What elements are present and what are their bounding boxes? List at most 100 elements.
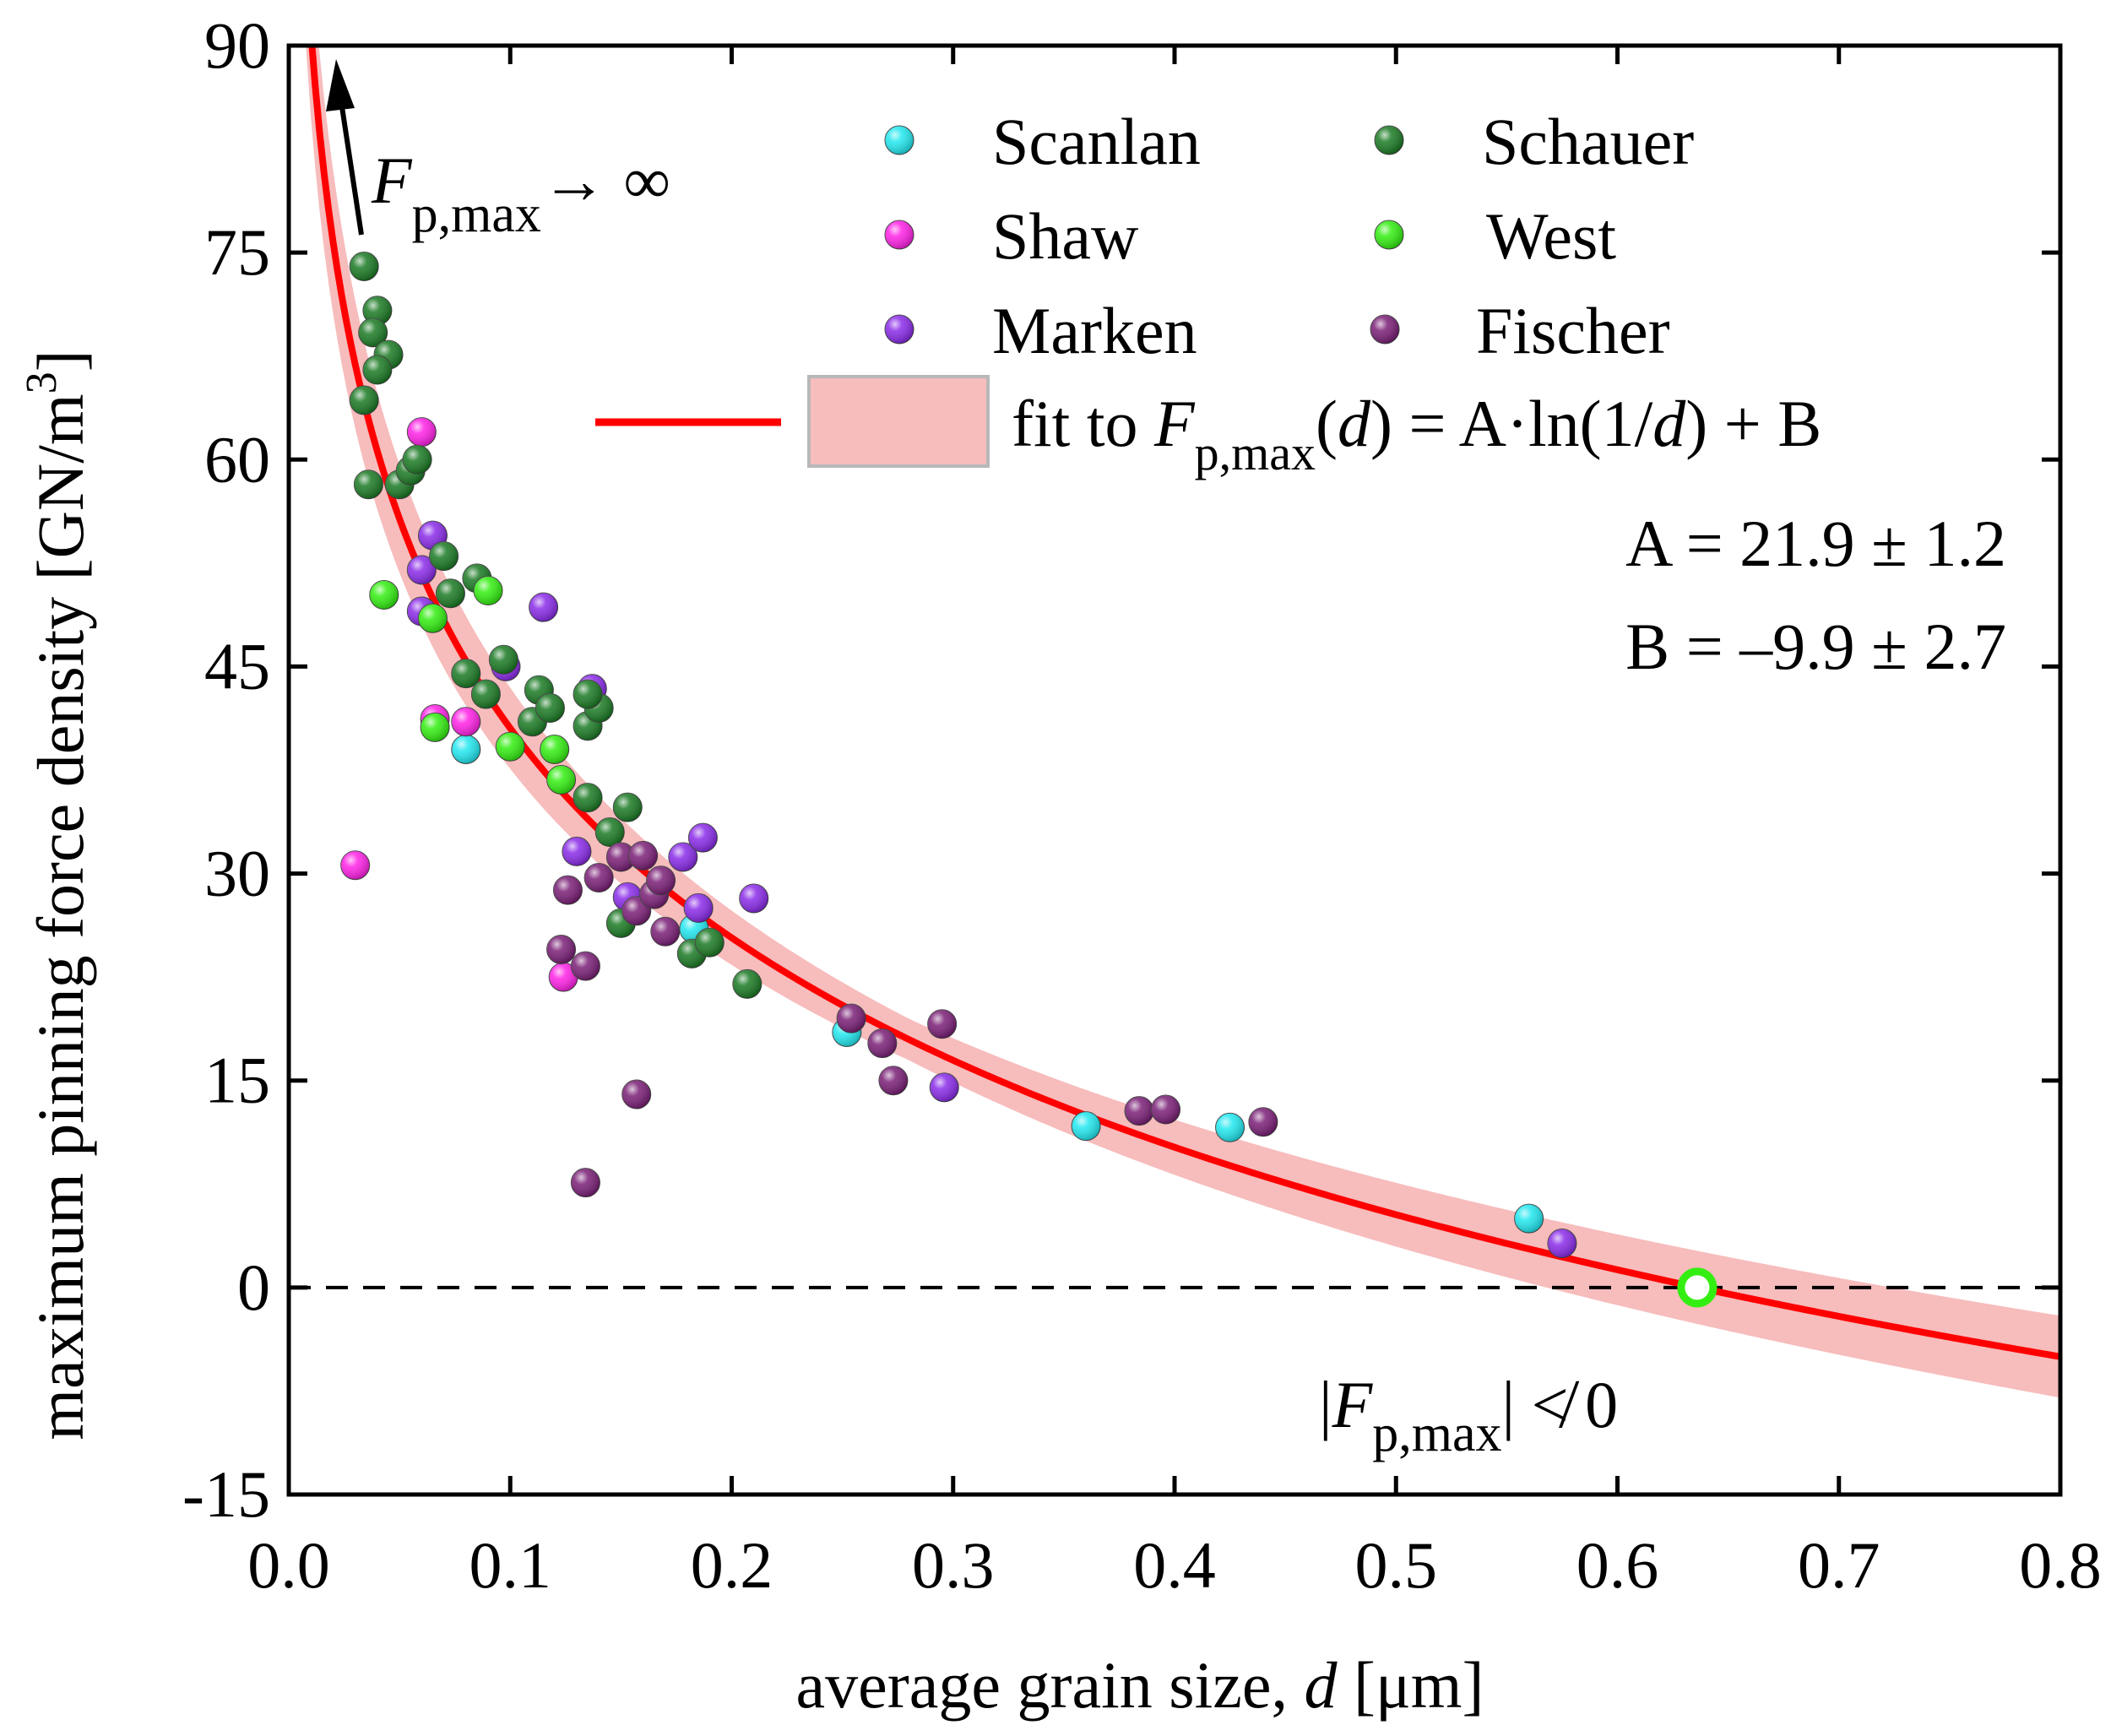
x-tick-label-0-7: 0.7 <box>1798 1528 1880 1602</box>
legend-fit-var: d <box>1338 387 1371 460</box>
data-point-fischer <box>546 934 577 964</box>
negativity-annotation: |Fp,max| ≮ 0 <box>1319 1368 1618 1462</box>
fit-param-a: A = 21.9 ± 1.2 <box>1625 507 2006 580</box>
y-tick-label-45: 45 <box>204 629 270 703</box>
data-point-schauer <box>435 578 465 609</box>
data-point-shaw <box>340 850 371 881</box>
negativity-annotation-sub: p,max <box>1372 1405 1501 1462</box>
arrow-shaft <box>339 100 364 236</box>
arrow-annotation: Fp,max→ ∞ <box>371 144 670 243</box>
data-point-scanlan <box>1071 1111 1101 1142</box>
data-point-marken <box>929 1072 959 1103</box>
legend-fit-prefix: fit to <box>1012 387 1154 460</box>
data-point-fischer <box>1151 1094 1181 1125</box>
x-tick-label-0-0: 0.0 <box>247 1528 330 1602</box>
x-axis-title-var: d <box>1305 1648 1338 1722</box>
negativity-annotation-pre: | <box>1319 1368 1332 1441</box>
axis-ticks: 0.0 0.1 0.2 0.3 0.4 0.5 0.6 0.7 0.8 -15 0 15 30 45 60 7… <box>182 8 2102 1602</box>
data-point-west <box>546 764 577 795</box>
y-tick-label-90: 90 <box>204 8 270 82</box>
data-point-schauer <box>535 692 565 723</box>
data-point-schauer <box>470 679 501 709</box>
legend-label-fischer: Fischer <box>1476 294 1670 367</box>
y-axis-title-close: ] <box>24 350 97 372</box>
x-tick-label-0-1: 0.1 <box>469 1528 552 1602</box>
fit-band-area <box>306 46 2060 1398</box>
data-point-fischer <box>650 916 681 947</box>
data-point-schauer <box>353 469 383 500</box>
data-point-west <box>417 603 448 633</box>
y-tick-label-15: 15 <box>204 1044 270 1117</box>
data-point-fischer <box>570 1168 600 1198</box>
data-point-fischer <box>1248 1107 1278 1137</box>
data-point-fischer <box>867 1028 898 1059</box>
data-point-shaw <box>451 707 481 737</box>
data-point-schauer <box>358 317 388 348</box>
data-point-fischer <box>628 840 659 871</box>
data-point-fischer <box>552 875 583 905</box>
data-point-schauer <box>402 444 432 475</box>
y-tick-label-0: 0 <box>237 1250 270 1324</box>
data-point-marken <box>668 842 698 872</box>
data-point-west <box>369 579 399 610</box>
legend-label-scanlan: Scanlan <box>992 105 1201 178</box>
y-tick-label-75: 75 <box>204 215 270 289</box>
x-tick-label-0-4: 0.4 <box>1133 1528 1216 1602</box>
data-point-fischer <box>927 1009 958 1039</box>
data-point-schauer <box>362 296 393 326</box>
legend-label-schauer: Schauer <box>1482 105 1694 178</box>
legend-marker-scanlan <box>884 125 914 155</box>
data-point-marken <box>406 555 437 585</box>
negativity-annotation-post: | ≮ 0 <box>1502 1368 1619 1441</box>
x-tick-label-0-8: 0.8 <box>2019 1528 2102 1602</box>
x-axis-title-unit: [μm] <box>1338 1648 1484 1722</box>
data-point-fischer <box>836 1003 866 1033</box>
data-point-west <box>495 731 525 762</box>
y-tick-label--15: -15 <box>182 1457 270 1531</box>
legend-marker-west <box>1374 220 1404 250</box>
arrow-annotation-sub: p,max <box>412 186 541 243</box>
legend-fit-mid: ) = A·ln(1/ <box>1370 387 1653 460</box>
x-tick-label-0-6: 0.6 <box>1576 1528 1659 1602</box>
legend-label-marken: Marken <box>992 294 1197 367</box>
data-point-schauer <box>429 541 459 572</box>
arrow-annotation-tail: → ∞ <box>541 144 670 217</box>
x-tick-label-0-3: 0.3 <box>912 1528 995 1602</box>
legend-label-shaw: Shaw <box>992 199 1138 273</box>
data-point-fischer <box>621 1079 652 1109</box>
data-point-schauer <box>573 679 603 709</box>
data-point-schauer <box>349 385 379 415</box>
legend-marker-fischer <box>1370 314 1400 344</box>
legend-fit-F: F <box>1153 387 1196 460</box>
data-point-schauer <box>362 355 393 385</box>
data-point-schauer <box>451 659 481 689</box>
data-point-schauer <box>612 792 643 822</box>
arrow-annotation-F: F <box>371 144 413 217</box>
data-point-marken <box>529 592 559 622</box>
fit-param-b: B = –9.9 ± 2.7 <box>1625 610 2006 683</box>
arrow-head-icon <box>326 59 355 111</box>
data-points <box>340 251 1718 1308</box>
data-point-west <box>473 576 503 606</box>
x-tick-label-0-5: 0.5 <box>1355 1528 1438 1602</box>
legend-fit-var2: d <box>1652 387 1686 460</box>
negativity-annotation-F: F <box>1332 1368 1374 1441</box>
legend-fit-band-swatch <box>807 375 990 468</box>
y-tick-label-30: 30 <box>204 837 270 910</box>
data-point-schauer <box>732 968 762 999</box>
data-point-schauer <box>573 783 603 813</box>
legend-label-west: West <box>1486 199 1616 273</box>
legend-fit-sub: p,max <box>1195 426 1316 480</box>
legend-marker-schauer <box>1374 125 1404 155</box>
data-point-scanlan <box>1215 1112 1245 1142</box>
data-point-fischer <box>605 842 636 872</box>
y-tick-label-60: 60 <box>204 422 270 496</box>
y-axis-title-main: maximum pinning force density [GN/m <box>24 393 97 1440</box>
fit-confidence-band <box>306 46 2060 1398</box>
data-point-shaw <box>548 962 578 992</box>
legend-marker-shaw <box>884 220 914 250</box>
x-tick-label-0-2: 0.2 <box>691 1528 773 1602</box>
data-point-shaw <box>406 417 437 448</box>
data-point-fischer <box>646 865 676 896</box>
